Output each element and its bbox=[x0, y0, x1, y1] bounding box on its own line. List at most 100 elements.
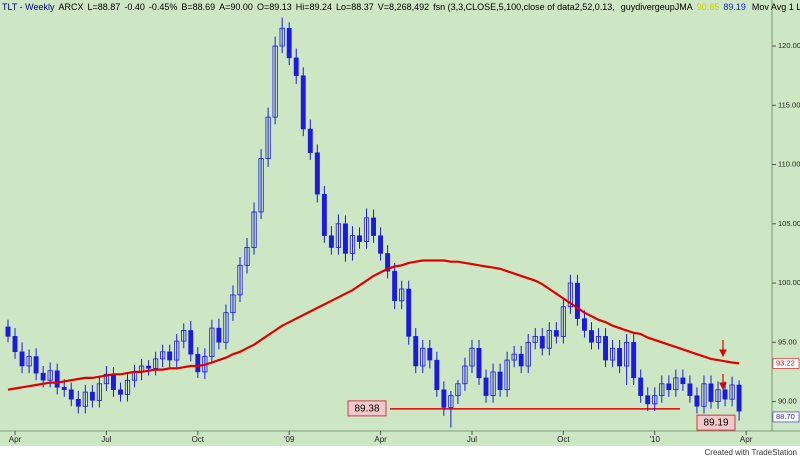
candle-body bbox=[40, 372, 46, 381]
header-item: B=88.69 bbox=[181, 2, 215, 12]
y-tick-label: 115.00 bbox=[778, 100, 800, 109]
chart-background bbox=[0, 0, 800, 446]
header-item: TLT - Weekly bbox=[2, 2, 55, 12]
x-tick-label: '09 bbox=[284, 435, 295, 444]
candle-body bbox=[392, 270, 398, 302]
close-box bbox=[696, 414, 736, 431]
header-item: ARCX bbox=[59, 2, 84, 12]
candle-body bbox=[729, 384, 735, 400]
y-tick-label: 90.00 bbox=[778, 397, 797, 406]
header-item: -0.40 bbox=[124, 2, 145, 12]
candle-body bbox=[89, 391, 95, 401]
close-label: 89.19 bbox=[703, 417, 728, 428]
candle-body bbox=[251, 211, 257, 248]
candle-body bbox=[399, 288, 405, 302]
candle-body bbox=[160, 351, 166, 360]
header-item: O=89.13 bbox=[257, 2, 292, 12]
candle-body bbox=[75, 398, 81, 407]
indicator-value: 89.19 bbox=[723, 2, 746, 12]
candle-body bbox=[174, 340, 180, 361]
candle-body bbox=[708, 383, 714, 402]
y-tick-label: 100.00 bbox=[778, 278, 800, 287]
candle-body bbox=[609, 347, 616, 361]
candle-body bbox=[153, 358, 159, 369]
candle-body bbox=[216, 327, 222, 343]
candle-body bbox=[300, 75, 306, 130]
candle-body bbox=[497, 371, 503, 390]
candle-body bbox=[33, 356, 39, 374]
candle-body bbox=[603, 336, 608, 361]
candle-body bbox=[258, 158, 264, 213]
candle-body bbox=[12, 336, 18, 353]
x-tick-label: Oct bbox=[192, 435, 205, 444]
footer-background bbox=[0, 446, 800, 460]
candle-body bbox=[532, 335, 538, 343]
candle-body bbox=[307, 128, 313, 153]
candle-body bbox=[420, 347, 426, 367]
candle-body bbox=[694, 395, 700, 407]
candle-body bbox=[181, 330, 187, 342]
candle-body bbox=[96, 383, 102, 401]
candle-body bbox=[272, 45, 278, 118]
candle-body bbox=[188, 330, 194, 355]
candle-body bbox=[490, 371, 496, 397]
candle-body bbox=[553, 330, 559, 337]
candle-body bbox=[82, 391, 88, 407]
candle-body bbox=[687, 383, 693, 396]
header-item: V=8,268,492 bbox=[378, 2, 429, 12]
candle-body bbox=[286, 28, 292, 59]
candle-body bbox=[722, 389, 728, 400]
candle-body bbox=[645, 395, 651, 405]
candle-body bbox=[19, 351, 25, 367]
support-box bbox=[347, 400, 387, 417]
candle-body bbox=[5, 326, 11, 337]
candle-body bbox=[371, 217, 377, 236]
candle-body bbox=[617, 347, 623, 367]
candle-body bbox=[230, 294, 236, 314]
candle-body bbox=[47, 370, 53, 381]
candle-body bbox=[525, 341, 531, 367]
candle-body bbox=[427, 347, 433, 361]
candle-body bbox=[314, 152, 320, 195]
last-price: 88.70 bbox=[776, 412, 795, 421]
candle-body bbox=[413, 336, 419, 367]
candle-body bbox=[293, 57, 299, 76]
candle-body bbox=[342, 223, 348, 254]
indicator-name: guydivergeupJMA bbox=[621, 2, 693, 12]
candle-body bbox=[469, 347, 475, 367]
candle-body bbox=[124, 379, 131, 395]
candle-body bbox=[68, 389, 74, 400]
candle-body bbox=[659, 383, 665, 397]
candle-body bbox=[462, 365, 468, 385]
candle-body bbox=[118, 389, 123, 395]
candle-body bbox=[455, 383, 461, 397]
header-item: -0.45% bbox=[149, 2, 178, 12]
ma-value: 93.22 bbox=[776, 358, 795, 367]
x-tick-label: Oct bbox=[557, 435, 570, 444]
candle-body bbox=[631, 342, 637, 379]
x-tick-label: Apr bbox=[740, 435, 753, 444]
arrows bbox=[719, 340, 727, 391]
candle-body bbox=[666, 383, 672, 390]
candle-body bbox=[476, 347, 482, 379]
candle-body bbox=[673, 377, 679, 391]
header-item: Hi=89.24 bbox=[296, 2, 332, 12]
candle-body bbox=[244, 247, 250, 266]
candle-body bbox=[567, 282, 574, 308]
header-item: Lo=88.37 bbox=[336, 2, 374, 12]
x-tick-label: Jul bbox=[101, 435, 111, 444]
candle-body bbox=[378, 235, 384, 254]
candle-body bbox=[574, 282, 580, 319]
candle-body bbox=[335, 223, 342, 248]
x-tick-label: Jul bbox=[467, 435, 477, 444]
candle-body bbox=[504, 359, 510, 391]
candle-body bbox=[195, 353, 201, 373]
candle-body bbox=[385, 253, 391, 272]
support-label: 89.38 bbox=[354, 404, 379, 415]
candle-body bbox=[582, 318, 587, 331]
legend-entry: Mov Avg 1 Line (Close,4 bbox=[752, 2, 800, 12]
x-tick-label: Apr bbox=[9, 435, 22, 444]
header: TLT - Weekly ARCX L=88.87 -0.40 -0.45% B=88.6… bbox=[2, 2, 800, 12]
candle-body bbox=[328, 235, 334, 248]
y-tick-label: 110.00 bbox=[778, 160, 800, 169]
